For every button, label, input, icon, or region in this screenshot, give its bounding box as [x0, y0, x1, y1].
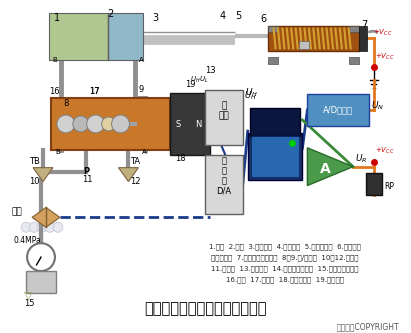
Bar — [248, 134, 302, 179]
Text: 11.进气孔  13.电磁线圈  14.电动比例调节阀  15.气源处理三联件: 11.进气孔 13.电磁线圈 14.电动比例调节阀 15.气源处理三联件 — [211, 266, 358, 272]
Text: +$V_{CC}$: +$V_{CC}$ — [375, 51, 395, 62]
Circle shape — [102, 117, 115, 131]
Text: 位器传感器  7.滑动触点（电刷）  8、9.进/出气孔  10、12.消音器: 位器传感器 7.滑动触点（电刷） 8、9.进/出气孔 10、12.消音器 — [211, 255, 358, 261]
Bar — [366, 172, 382, 194]
Text: 18: 18 — [175, 154, 186, 163]
Bar — [268, 26, 277, 33]
Bar — [268, 57, 277, 64]
Text: ▽: ▽ — [24, 291, 32, 301]
Text: 驱动: 驱动 — [219, 111, 229, 120]
Text: 4: 4 — [220, 11, 226, 21]
Bar — [299, 41, 309, 49]
Text: 12: 12 — [130, 176, 141, 185]
Bar — [349, 57, 359, 64]
Text: A: A — [320, 162, 330, 176]
Bar — [26, 271, 56, 293]
Polygon shape — [32, 207, 60, 227]
Text: 0.4MPa: 0.4MPa — [13, 236, 41, 245]
Text: 2: 2 — [108, 9, 114, 19]
Text: TA: TA — [130, 157, 141, 166]
Text: 1: 1 — [54, 13, 60, 23]
Bar — [170, 93, 210, 155]
Text: 11: 11 — [82, 174, 92, 183]
Text: +$V_{CC}$: +$V_{CC}$ — [375, 146, 395, 156]
Bar — [108, 13, 143, 60]
Text: 转: 转 — [222, 176, 226, 185]
Circle shape — [27, 243, 55, 271]
Text: 17: 17 — [89, 87, 99, 96]
Text: $U_H$: $U_H$ — [244, 89, 256, 102]
Circle shape — [57, 115, 75, 133]
Text: 东方仿真COPYRIGHT: 东方仿真COPYRIGHT — [336, 322, 399, 331]
Bar — [349, 26, 359, 33]
Polygon shape — [307, 148, 353, 185]
Circle shape — [53, 222, 63, 232]
Text: 6: 6 — [261, 14, 267, 24]
Text: 器: 器 — [221, 101, 226, 110]
Bar — [359, 26, 367, 51]
Text: P: P — [83, 166, 89, 175]
Text: $U_N$: $U_N$ — [371, 99, 384, 112]
Text: 10: 10 — [29, 176, 39, 185]
Text: 16.阀心  17.阀心杆  18.电磁阀壳体  19.永久磁铁: 16.阀心 17.阀心杆 18.电磁阀壳体 19.永久磁铁 — [226, 277, 344, 283]
Text: 气源: 气源 — [11, 207, 22, 216]
Text: B: B — [55, 149, 60, 155]
Circle shape — [73, 116, 89, 132]
Text: RP: RP — [384, 181, 394, 190]
Bar — [205, 90, 243, 145]
Text: 16: 16 — [49, 87, 60, 96]
Polygon shape — [33, 168, 53, 181]
Text: S: S — [175, 120, 181, 129]
Bar — [268, 26, 359, 51]
Circle shape — [29, 222, 39, 232]
Text: $U_H$$U_L$: $U_H$$U_L$ — [190, 75, 209, 85]
Text: A: A — [142, 149, 147, 155]
Text: D/A: D/A — [216, 186, 231, 195]
Text: 9: 9 — [139, 85, 144, 94]
Text: 17: 17 — [89, 87, 99, 96]
Text: $U_H$: $U_H$ — [245, 86, 258, 99]
Text: TB: TB — [29, 157, 40, 166]
Circle shape — [21, 222, 31, 232]
Text: 15: 15 — [24, 299, 35, 308]
Text: $U_R$: $U_R$ — [355, 153, 367, 165]
Text: 直滑式电位器控制气缸活塞行程: 直滑式电位器控制气缸活塞行程 — [144, 301, 266, 316]
Text: 1.气缸  2.活塞  3.直线轴承  4.气缸推杆  5.电位器滑杆  6.直滑式电: 1.气缸 2.活塞 3.直线轴承 4.气缸推杆 5.电位器滑杆 6.直滑式电 — [208, 244, 360, 250]
Text: 14: 14 — [40, 218, 51, 227]
Polygon shape — [118, 168, 139, 181]
Bar — [49, 13, 108, 60]
Text: +$V_{CC}$: +$V_{CC}$ — [373, 28, 393, 38]
Text: 8: 8 — [63, 99, 68, 108]
Bar — [51, 98, 170, 150]
Circle shape — [45, 222, 55, 232]
Text: 7: 7 — [361, 20, 367, 30]
Text: 3: 3 — [152, 13, 159, 23]
Text: N: N — [195, 120, 201, 129]
Bar — [250, 108, 300, 136]
Circle shape — [37, 222, 47, 232]
Text: 器: 器 — [222, 156, 226, 165]
Text: A/D转换器: A/D转换器 — [323, 106, 353, 115]
Text: 换: 换 — [222, 166, 226, 175]
Bar — [251, 136, 300, 176]
Text: 13: 13 — [205, 66, 216, 75]
Bar — [307, 94, 369, 126]
Bar — [205, 155, 243, 214]
Text: 5: 5 — [235, 11, 241, 21]
Circle shape — [87, 115, 105, 133]
Circle shape — [111, 115, 129, 133]
Text: B: B — [52, 57, 57, 63]
Text: 19: 19 — [185, 80, 196, 89]
Text: A: A — [139, 57, 144, 63]
